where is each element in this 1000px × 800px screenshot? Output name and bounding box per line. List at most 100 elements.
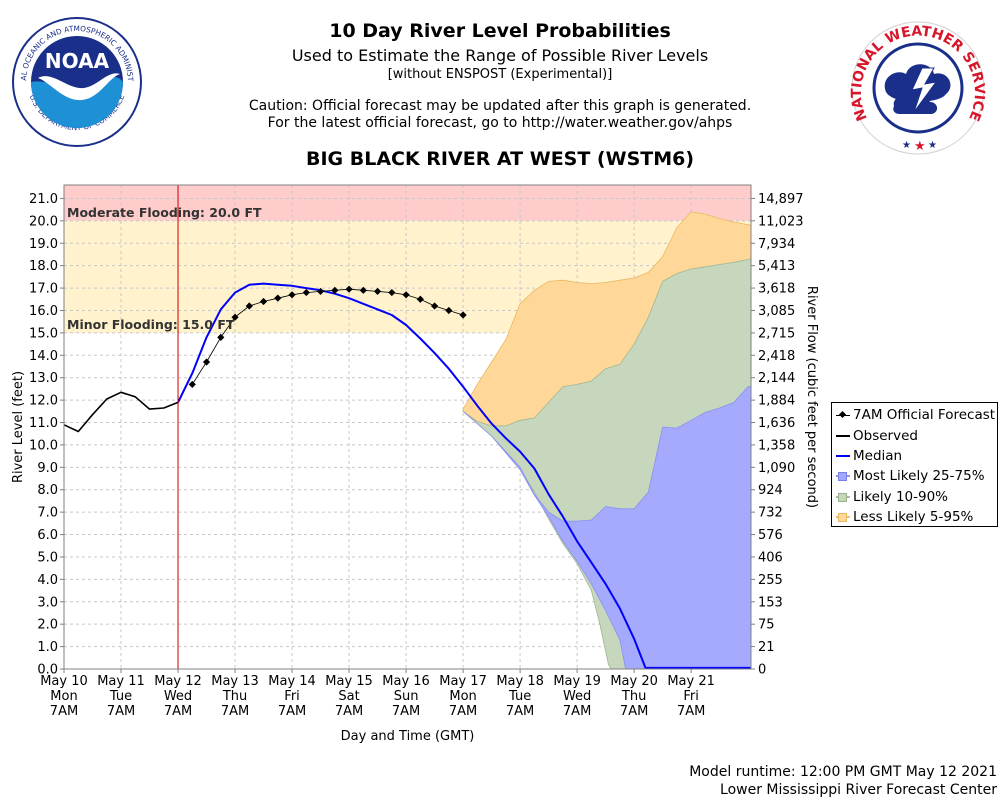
y2-tick-label: 3,618: [758, 282, 795, 297]
x-tick-time: 7AM: [620, 704, 648, 719]
forecast-point: [302, 288, 310, 297]
svg-text:★: ★: [914, 139, 926, 154]
x-tick-time: 7AM: [164, 704, 192, 719]
forecast-point: [373, 287, 382, 296]
y-tick-label: 4.0: [37, 573, 58, 588]
x-tick-dow: Wed: [164, 689, 192, 704]
y2-tick-label: 576: [758, 528, 783, 543]
legend-less-likely: Less Likely 5-95%: [836, 507, 993, 527]
x-tick-dow: Thu: [222, 689, 247, 704]
x-tick-time: 7AM: [50, 704, 78, 719]
y2-tick-label: 924: [758, 483, 783, 498]
x-tick-dow: Fri: [683, 689, 699, 704]
station-title: BIG BLACK RIVER AT WEST (WSTM6): [305, 148, 695, 170]
x-tick-time: 7AM: [278, 704, 306, 719]
y2-tick-label: 2,715: [758, 326, 795, 341]
legend-most-likely: Most Likely 25-75%: [836, 466, 993, 486]
legend-label: Observed: [853, 427, 918, 444]
y-tick-label: 11.0: [29, 416, 58, 431]
x-tick-date: May 18: [496, 674, 544, 689]
y-tick-label: 13.0: [29, 371, 58, 386]
y2-tick-label: 1,358: [758, 438, 795, 453]
y-tick-label: 12.0: [29, 394, 58, 409]
x-tick-dow: Fri: [284, 689, 300, 704]
y2-tick-label: 2,144: [758, 371, 795, 386]
forecast-point: [388, 288, 396, 297]
median-line: [177, 282, 751, 669]
x-tick-time: 7AM: [221, 704, 249, 719]
forecast-point: [288, 291, 296, 299]
official-forecast-markers: [188, 285, 467, 389]
y2-tick-label: 732: [758, 506, 783, 521]
x-tick-dow: Mon: [50, 689, 77, 704]
y2-tick-label: 3,085: [758, 304, 795, 319]
legend-label: Median: [853, 447, 903, 464]
y-tick-label: 10.0: [29, 438, 58, 453]
x-tick-date: May 10: [40, 674, 88, 689]
x-tick-dow: Sat: [338, 689, 359, 704]
legend-observed: Observed: [836, 425, 993, 445]
y2-tick-label: 0: [758, 663, 766, 678]
y-tick-label: 9.0: [37, 461, 58, 476]
x-tick-time: 7AM: [335, 704, 363, 719]
y-tick-label: 21.0: [29, 192, 58, 207]
forecast-point: [316, 287, 325, 296]
x-tick-date: May 14: [268, 674, 316, 689]
forecast-point: [445, 306, 453, 315]
legend-label: Less Likely 5-95%: [853, 509, 974, 526]
forecast-point: [274, 294, 282, 302]
y2-tick-label: 1,636: [758, 416, 795, 431]
forecast-point: [259, 297, 268, 306]
x-tick-date: May 15: [325, 674, 373, 689]
y-tick-label: 18.0: [29, 259, 58, 274]
noaa-logo-text: NOAA: [45, 49, 110, 73]
y-tick-label: 5.0: [37, 550, 58, 565]
caution-text-line2: For the latest official forecast, go to …: [267, 115, 733, 131]
legend-likely: Likely 10-90%: [836, 487, 993, 507]
x-tick-date: May 13: [211, 674, 259, 689]
y-tick-label: 20.0: [29, 214, 58, 229]
x-axis-title: Day and Time (GMT): [341, 729, 475, 744]
x-tick-time: 7AM: [677, 704, 705, 719]
forecast-point: [402, 291, 410, 299]
y-tick-label: 19.0: [29, 237, 58, 252]
noaa-logo: NATIONAL OCEANIC AND ATMOSPHERIC ADMINIS…: [12, 8, 142, 147]
legend-official: 7AM Official Forecast: [836, 405, 996, 425]
x-tick-dow: Mon: [449, 689, 476, 704]
y2-tick-label: 14,897: [758, 192, 804, 207]
chart-title: 10 Day River Level Probabilities: [329, 20, 671, 42]
x-tick-dow: Tue: [508, 689, 531, 704]
chart-subtitle-note: [without ENSPOST (Experimental)]: [387, 67, 613, 82]
forecast-point: [416, 295, 424, 303]
y2-tick-label: 2,418: [758, 349, 795, 364]
y-tick-label: 3.0: [37, 595, 58, 610]
forecast-point: [459, 311, 467, 319]
legend-label: 7AM Official Forecast: [853, 407, 996, 424]
x-tick-time: 7AM: [107, 704, 135, 719]
diamond-marker-icon: [838, 411, 847, 419]
y-tick-label: 8.0: [37, 483, 58, 498]
x-tick-date: May 21: [667, 674, 715, 689]
y-axis-right: 0 21 75 153 255 406 576 732 924 1,090 1,358 1,636 1,…: [751, 192, 804, 678]
y-axis-title: River Level (feet): [11, 371, 26, 483]
y2-tick-label: 153: [758, 595, 783, 610]
plot-frame: [63, 184, 752, 670]
y2-axis-title: River Flow (cubic feet per second): [804, 286, 819, 508]
x-tick-date: May 20: [610, 674, 658, 689]
y2-tick-label: 406: [758, 550, 783, 565]
y2-tick-label: 255: [758, 573, 783, 588]
y2-tick-label: 75: [758, 618, 775, 633]
forecast-point: [430, 302, 439, 310]
forecast-point: [188, 380, 196, 389]
chart-legend: 7AM Official Forecast Observed Median Mo…: [831, 402, 998, 527]
x-tick-date: May 12: [154, 674, 202, 689]
x-tick-dow: Wed: [563, 689, 591, 704]
forecast-point: [231, 313, 239, 321]
y2-tick-label: 1,884: [758, 394, 795, 409]
y2-tick-label: 21: [758, 640, 775, 655]
model-runtime: Model runtime: 12:00 PM GMT May 12 2021: [689, 764, 997, 780]
x-tick-date: May 11: [97, 674, 145, 689]
y2-tick-label: 7,934: [758, 237, 795, 252]
